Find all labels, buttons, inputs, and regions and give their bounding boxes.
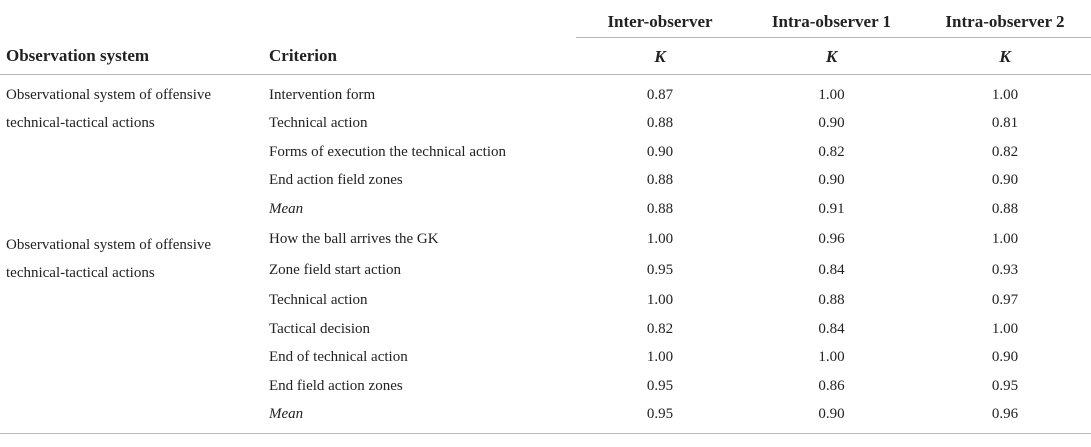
- observation-system-empty: [0, 195, 263, 224]
- observation-system-line-2: technical-tactical actions: [6, 115, 155, 131]
- kappa-agreement-table: Inter-observer Intra-observer 1 Intra-ob…: [0, 0, 1091, 434]
- table-row: Technical action 0.88 0.90 0.81: [0, 110, 1091, 139]
- table-row: End of technical action 1.00 1.00 0.90: [0, 344, 1091, 373]
- criterion-cell: Tactical decision: [269, 320, 370, 337]
- criterion-mean: Mean: [263, 400, 576, 434]
- kappa-intra-1-cell: 0.90: [744, 400, 919, 434]
- observation-system-line-1: Observational system of offensive: [6, 87, 212, 103]
- kappa-intra-1-cell: 0.82: [818, 143, 845, 160]
- criterion-cell: Technical action: [269, 115, 368, 132]
- observation-system-empty: [0, 344, 263, 373]
- kappa-inter-cell: 0.88: [646, 200, 674, 217]
- header-intra-observer-1: Intra-observer 1: [744, 0, 919, 38]
- group-header-row: Inter-observer Intra-observer 1 Intra-ob…: [0, 0, 1091, 38]
- kappa-inter-cell: 0.90: [646, 143, 674, 160]
- criterion-cell: End of technical action: [269, 349, 408, 366]
- observation-system-empty: [0, 287, 263, 316]
- observation-system-cell: Observational system of offensive technic…: [0, 75, 263, 139]
- observation-system-empty: [0, 138, 263, 167]
- table-row: Tactical decision 0.82 0.84 1.00: [0, 315, 1091, 344]
- table-row: Observational system of offensive technic…: [0, 224, 1091, 280]
- criterion-cell: Forms of execution the technical action: [269, 143, 507, 160]
- observation-system-empty: [0, 372, 263, 401]
- observation-system-empty: [0, 167, 263, 196]
- kappa-intra-2-cell: 0.82: [991, 143, 1019, 160]
- criterion-mean: Mean: [269, 200, 304, 217]
- kappa-intra-1-cell: 0.90: [818, 115, 845, 132]
- table-row: End field action zones 0.95 0.86 0.95: [0, 372, 1091, 401]
- kappa-inter-cell: 1.00: [646, 349, 674, 366]
- observation-system-line-1: Observational system of offensive: [6, 236, 212, 253]
- table-row: End action field zones 0.88 0.90 0.90: [0, 167, 1091, 196]
- kappa-intra-1-cell: 0.86: [818, 377, 845, 394]
- table-body: Observational system of offensive technic…: [0, 75, 1091, 434]
- kappa-intra-2-cell: 0.95: [991, 377, 1019, 394]
- observation-system-empty: [0, 400, 263, 434]
- criterion-cell: End action field zones: [269, 172, 403, 189]
- observation-system-empty: [0, 315, 263, 344]
- header-kappa-intra-2: K: [919, 37, 1091, 75]
- kappa-intra-1-cell: 0.91: [818, 200, 845, 217]
- kappa-inter-cell: 0.95: [646, 377, 674, 394]
- header-kappa-intra-1: K: [744, 37, 919, 75]
- kappa-intra-2-cell: 0.88: [991, 200, 1019, 217]
- criterion-cell: Technical action: [269, 292, 368, 309]
- kappa-inter-cell: 0.95: [576, 400, 744, 434]
- kappa-intra-2-cell: 0.90: [991, 172, 1019, 189]
- criterion-cell: How the ball arrives the GK: [269, 230, 439, 247]
- kappa-intra-2-cell: 1.00: [991, 320, 1019, 337]
- kappa-inter-cell: 0.95: [646, 262, 674, 279]
- table-header: Inter-observer Intra-observer 1 Intra-ob…: [0, 0, 1091, 75]
- kappa-inter-cell: 1.00: [646, 292, 674, 309]
- kappa-intra-2-cell: 1.00: [991, 86, 1019, 103]
- criterion-cell: Intervention form: [269, 86, 376, 103]
- criterion-cell: Zone field start action: [269, 262, 402, 279]
- kappa-inter-cell: 0.87: [646, 86, 674, 103]
- kappa-intra-1-cell: 0.84: [818, 262, 845, 279]
- header-spacer-criterion: [263, 0, 576, 38]
- kappa-intra-2-cell: 0.97: [991, 292, 1019, 309]
- header-inter-observer: Inter-observer: [576, 0, 744, 38]
- table-row: Zone field start action 0.95 0.84 0.93: [0, 255, 1091, 287]
- kappa-intra-1-cell: 1.00: [818, 86, 845, 103]
- kappa-intra-2-cell: 0.90: [991, 349, 1019, 366]
- header-observation-system: Observation system: [0, 37, 263, 75]
- kappa-inter-cell: 0.88: [646, 172, 674, 189]
- table-row: Mean 0.88 0.91 0.88: [0, 195, 1091, 224]
- kappa-intra-1-cell: 0.90: [818, 172, 845, 189]
- kappa-intra-1-cell: 0.96: [818, 230, 845, 247]
- table-row: Observational system of offensive technic…: [0, 75, 1091, 131]
- table-row: Mean 0.95 0.90 0.96: [0, 400, 1091, 434]
- observation-system-cell: Observational system of offensive technic…: [0, 224, 263, 287]
- header-kappa-inter: K: [576, 37, 744, 75]
- kappa-intra-2-cell: 0.81: [991, 115, 1019, 132]
- criterion-cell: End field action zones: [269, 377, 403, 394]
- kappa-inter-cell: 0.88: [646, 115, 674, 132]
- column-header-row: Observation system Criterion K K K: [0, 37, 1091, 75]
- observation-system-line-2: technical-tactical actions: [6, 264, 155, 281]
- kappa-inter-cell: 1.00: [646, 230, 674, 247]
- kappa-intra-1-cell: 0.84: [818, 320, 845, 337]
- kappa-intra-2-cell: 0.93: [991, 262, 1019, 279]
- table-row: Forms of execution the technical action 0…: [0, 138, 1091, 167]
- kappa-intra-2-cell: 1.00: [991, 230, 1019, 247]
- kappa-intra-2-cell: 0.96: [919, 400, 1091, 434]
- header-spacer-system: [0, 0, 263, 38]
- kappa-intra-1-cell: 0.88: [818, 292, 845, 309]
- kappa-intra-1-cell: 1.00: [818, 349, 845, 366]
- table-row: Technical action 1.00 0.88 0.97: [0, 287, 1091, 316]
- header-criterion: Criterion: [263, 37, 576, 75]
- header-intra-observer-2: Intra-observer 2: [919, 0, 1091, 38]
- kappa-inter-cell: 0.82: [646, 320, 674, 337]
